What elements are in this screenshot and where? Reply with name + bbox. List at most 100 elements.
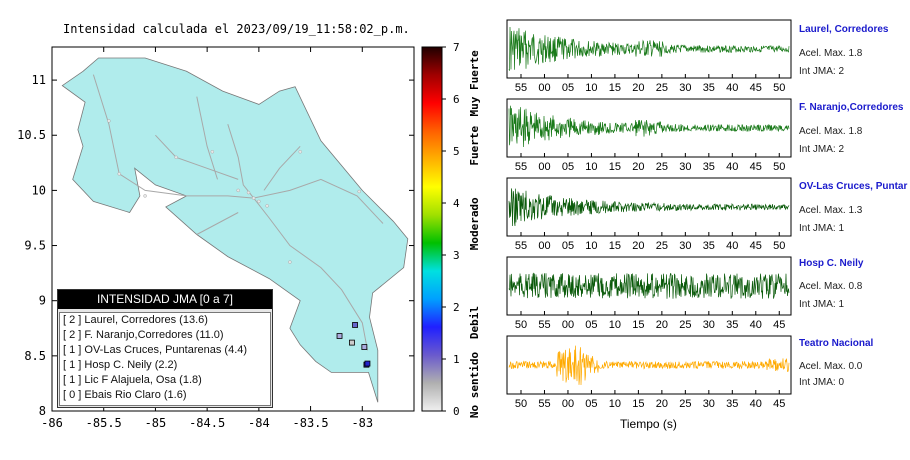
town-marker — [210, 150, 215, 154]
y-tick-label: 9.5 — [24, 239, 46, 253]
road-line — [155, 134, 239, 180]
legend-item: [ 0 ] Ebais Rio Claro (1.6) — [63, 389, 187, 401]
trace-x-tick-label: 05 — [562, 82, 574, 94]
waveform-trace: 55 00 05 10 15 20 25 30 35 40 45 50 — [506, 98, 792, 173]
station-int: Int JMA: 1 — [799, 223, 845, 234]
trace-x-tick-label: 35 — [703, 161, 715, 173]
legend-item: [ 1 ] OV-Las Cruces, Puntarenas (4.4) — [63, 344, 248, 356]
trace-x-tick-label: 25 — [656, 82, 668, 94]
intensity-level-label: Debil — [468, 306, 481, 339]
trace-x-tick-label: 45 — [750, 82, 762, 94]
trace-x-tick-label: 00 — [538, 240, 550, 252]
station-marker — [361, 344, 368, 350]
trace-x-tick-label: 45 — [773, 319, 785, 331]
colorbar-tick-label: 5 — [453, 145, 460, 158]
waveform-line — [508, 26, 790, 71]
x-tick-label: -86 — [41, 416, 63, 430]
trace-x-tick-label: 05 — [585, 398, 597, 410]
waveform-trace: 55 00 05 10 15 20 25 30 35 40 45 50 — [506, 177, 792, 252]
station-acel: Acel. Max. 1.8 — [799, 126, 863, 137]
trace-x-tick-label: 55 — [538, 319, 550, 331]
station-name: Teatro Nacional — [799, 338, 874, 349]
waveform-line — [508, 345, 790, 386]
legend-item: [ 1 ] Lic F Alajuela, Osa (1.8) — [63, 374, 202, 386]
trace-x-tick-label: 20 — [656, 398, 668, 410]
trace-x-tick-label: 30 — [703, 398, 715, 410]
colorbar-tick-label: 3 — [453, 249, 460, 262]
town-marker — [298, 150, 302, 154]
trace-x-tick-label: 15 — [609, 161, 621, 173]
trace-x-tick-label: 35 — [726, 319, 738, 331]
station-acel: Acel. Max. 0.0 — [799, 361, 863, 372]
waveform-line — [508, 105, 790, 148]
town-marker — [357, 189, 361, 194]
map-title: Intensidad calculada el 2023/09/19_11:58… — [63, 22, 410, 36]
station-marker — [352, 322, 358, 328]
station-int: Int JMA: 2 — [799, 66, 845, 77]
trace-x-tick-label: 40 — [726, 82, 738, 94]
trace-frame — [506, 256, 792, 316]
trace-x-tick-label: 10 — [609, 398, 621, 410]
y-tick-label: 10.5 — [17, 128, 46, 142]
trace-x-tick-label: 40 — [750, 398, 762, 410]
y-tick-label: 8 — [39, 404, 46, 418]
map-frame — [51, 46, 415, 412]
legend-item: [ 1 ] Hosp C. Neily (2.2) — [63, 359, 178, 371]
trace-x-tick-label: 05 — [562, 161, 574, 173]
trace-x-tick-label: 10 — [585, 161, 597, 173]
trace-x-tick-label: 20 — [632, 161, 644, 173]
station-int: Int JMA: 2 — [799, 144, 845, 155]
waveform-line — [508, 188, 790, 227]
trace-x-tick-label: 55 — [538, 398, 550, 410]
trace-x-tick-label: 35 — [703, 240, 715, 252]
town-marker — [246, 190, 251, 195]
legend-item: [ 2 ] Laurel, Corredores (13.6) — [63, 314, 208, 326]
station-acel: Acel. Max. 0.8 — [799, 281, 863, 292]
road-line — [196, 96, 218, 180]
intensity-level-label: Fuerte — [468, 126, 481, 166]
y-tick-label: 9 — [39, 294, 46, 308]
trace-x-tick-label: 25 — [679, 319, 691, 331]
legend-header: INTENSIDAD JMA [0 a 7] — [58, 290, 272, 309]
y-tick-label: 8.5 — [24, 349, 46, 363]
x-tick-label: -85 — [145, 416, 167, 430]
waveform-xlabel: Tiempo (s) — [620, 417, 677, 431]
station-name: Hosp C. Neily — [799, 258, 864, 269]
trace-x-tick-label: 05 — [585, 319, 597, 331]
legend-list: [ 2 ] Laurel, Corredores (13.6) [ 2 ] F.… — [59, 312, 271, 406]
trace-x-tick-label: 10 — [609, 319, 621, 331]
trace-x-tick-label: 10 — [585, 82, 597, 94]
trace-x-tick-label: 55 — [515, 240, 527, 252]
trace-x-tick-label: 25 — [679, 398, 691, 410]
station-name: F. Naranjo,Corredores — [799, 102, 904, 113]
trace-x-tick-label: 10 — [585, 240, 597, 252]
waveform-line — [508, 272, 790, 299]
y-tick-label: 11 — [32, 73, 46, 87]
road-line — [253, 178, 384, 224]
road-line — [253, 197, 368, 351]
station-name: Laurel, Corredores — [799, 24, 889, 35]
trace-x-tick-label: 40 — [750, 319, 762, 331]
trace-x-tick-label: 30 — [679, 82, 691, 94]
trace-x-tick-label: 45 — [750, 161, 762, 173]
road-line — [92, 74, 254, 199]
station-marker — [336, 333, 343, 339]
intensity-level-label: No sentido — [468, 352, 481, 419]
trace-x-tick-label: 50 — [515, 398, 527, 410]
station-acel: Acel. Max. 1.8 — [799, 48, 863, 59]
town-marker — [251, 196, 256, 200]
trace-x-tick-label: 55 — [515, 82, 527, 94]
trace-x-tick-label: 40 — [726, 240, 738, 252]
costa-rica-land — [61, 57, 409, 403]
road-line — [263, 145, 301, 191]
trace-x-tick-label: 15 — [632, 398, 644, 410]
colorbar-tick-label: 6 — [453, 93, 460, 106]
waveform-trace: 50 55 00 05 10 15 20 25 30 35 40 45 — [506, 335, 792, 410]
trace-x-tick-label: 30 — [679, 161, 691, 173]
x-tick-label: -84 — [248, 416, 270, 430]
waveform-trace: 55 00 05 10 15 20 25 30 35 40 45 50 — [506, 19, 792, 94]
trace-x-tick-label: 35 — [726, 398, 738, 410]
trace-x-tick-label: 00 — [562, 398, 574, 410]
